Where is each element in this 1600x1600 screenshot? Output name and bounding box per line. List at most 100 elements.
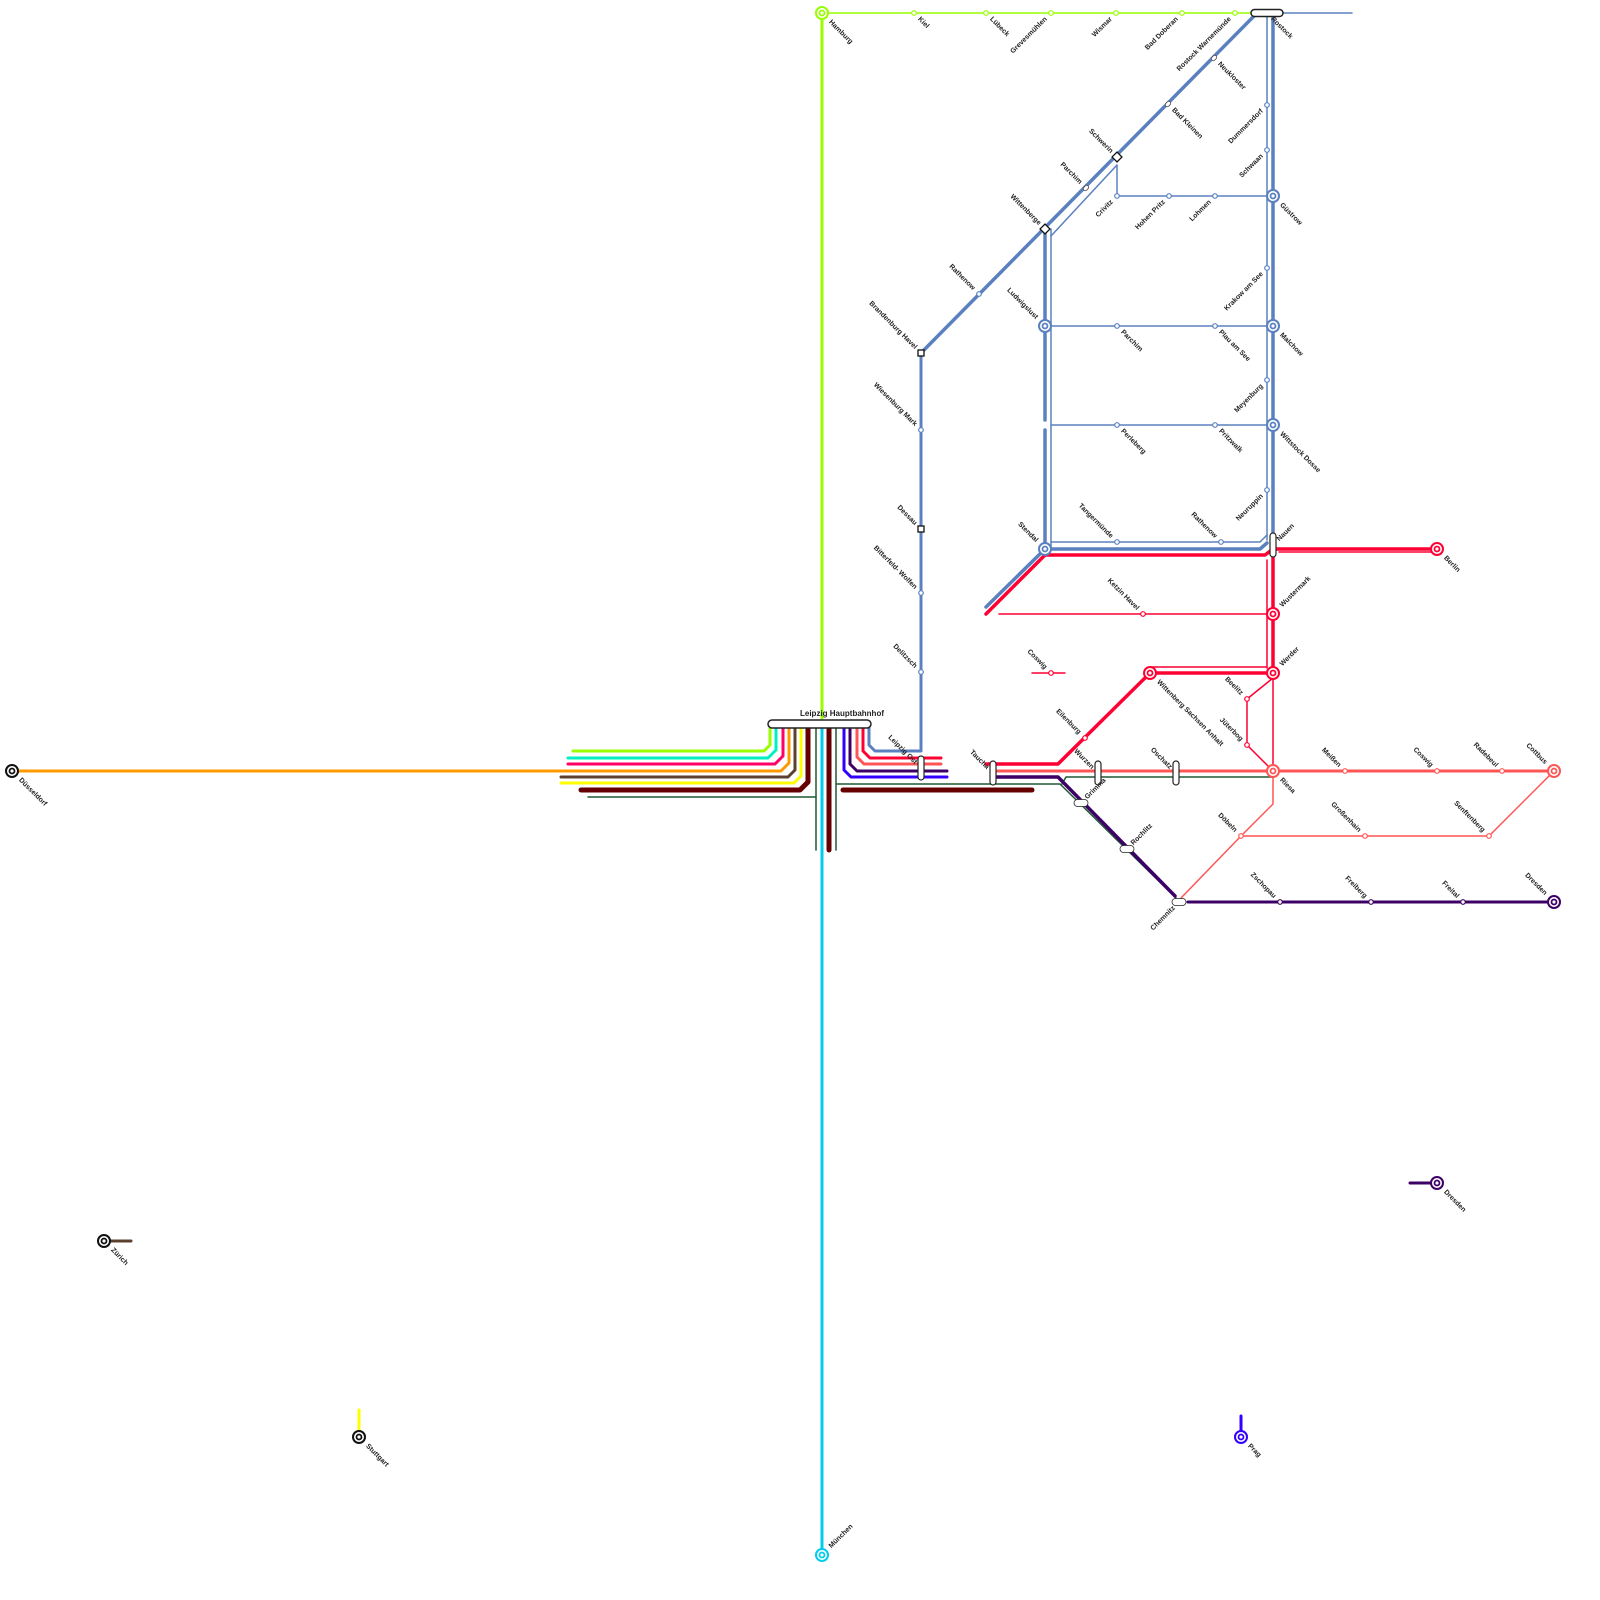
station[interactable]: Wismar <box>1091 10 1119 39</box>
station[interactable]: Lübeck <box>983 10 1011 39</box>
station[interactable]: Parchim <box>1114 323 1144 354</box>
station-marker[interactable] <box>1234 1430 1248 1444</box>
station-marker[interactable] <box>1244 742 1250 748</box>
station-marker[interactable] <box>1048 670 1054 676</box>
station-marker[interactable] <box>815 6 829 20</box>
station-marker[interactable] <box>1232 10 1238 16</box>
station-marker[interactable] <box>1342 768 1348 774</box>
station-marker[interactable] <box>1264 102 1270 108</box>
station-marker[interactable] <box>1164 100 1172 108</box>
station[interactable]: Coswig <box>1412 746 1440 774</box>
station-marker[interactable] <box>1048 10 1054 16</box>
station-marker[interactable] <box>815 1548 829 1562</box>
station-marker[interactable] <box>1094 760 1102 786</box>
station-marker[interactable] <box>1171 898 1187 906</box>
station-marker[interactable] <box>1166 193 1172 199</box>
station[interactable]: Ketzin Havel <box>1106 577 1146 617</box>
station-marker[interactable] <box>1547 764 1561 778</box>
station-marker[interactable] <box>1212 193 1218 199</box>
station[interactable]: Crivitz <box>1095 193 1120 219</box>
station-marker[interactable] <box>352 1430 366 1444</box>
station[interactable]: Wittstock Dosse <box>1266 418 1322 474</box>
station-marker[interactable] <box>1113 10 1119 16</box>
station[interactable]: Berlin <box>1430 542 1461 574</box>
station[interactable]: Grimma <box>1073 777 1108 807</box>
station-marker[interactable] <box>1038 542 1052 556</box>
station-marker[interactable] <box>918 669 924 675</box>
station-marker[interactable] <box>911 10 917 16</box>
station[interactable]: Dresden <box>1430 1176 1467 1214</box>
hub-station-marker[interactable] <box>767 719 872 729</box>
station-marker[interactable] <box>983 10 989 16</box>
station[interactable]: Prag <box>1234 1430 1262 1459</box>
station-marker[interactable] <box>1499 768 1505 774</box>
station-marker[interactable] <box>1269 532 1277 558</box>
station-marker[interactable] <box>918 590 924 596</box>
station[interactable]: Bad Doberan <box>1144 10 1185 52</box>
station-marker[interactable] <box>5 764 19 778</box>
station-marker[interactable] <box>1114 193 1120 199</box>
station[interactable]: Neuruppin <box>1235 487 1270 523</box>
station[interactable]: Schwerin <box>1087 128 1123 163</box>
station-marker[interactable] <box>1114 422 1120 428</box>
station[interactable]: Bad Kleinen <box>1164 100 1204 140</box>
station-marker[interactable] <box>1547 895 1561 909</box>
station[interactable]: Beelitz <box>1223 676 1250 702</box>
station[interactable]: Lohmen <box>1189 193 1218 223</box>
station-marker[interactable] <box>1250 8 1284 18</box>
station[interactable]: Dummersdorf <box>1227 102 1270 146</box>
station-marker[interactable] <box>1179 10 1185 16</box>
station-marker[interactable] <box>918 427 924 433</box>
station-marker[interactable] <box>1368 899 1374 905</box>
station[interactable]: Wittenberg Sachsen Anhalt <box>1143 666 1225 748</box>
station-marker[interactable] <box>1266 607 1280 621</box>
station[interactable]: Perleberg <box>1114 422 1147 456</box>
station-marker[interactable] <box>1266 764 1280 778</box>
station-marker[interactable] <box>1038 319 1052 333</box>
station-marker[interactable] <box>1111 151 1123 163</box>
station[interactable]: Brandenburg Havel <box>868 300 925 357</box>
station[interactable]: Rathenow <box>1190 511 1224 545</box>
station-marker[interactable] <box>1460 899 1466 905</box>
station-marker[interactable] <box>1362 833 1368 839</box>
station[interactable]: Schwaan <box>1238 147 1270 180</box>
station[interactable]: Wiesenburg Mark <box>872 382 924 433</box>
station-marker[interactable] <box>1244 696 1250 702</box>
station-marker[interactable] <box>1119 845 1135 853</box>
station-marker[interactable] <box>1140 611 1146 617</box>
station[interactable]: Rathenow <box>948 263 982 297</box>
station-marker[interactable] <box>1114 539 1120 545</box>
station[interactable]: Delitzsch <box>891 643 924 675</box>
station[interactable]: Pritzwalk <box>1212 422 1244 455</box>
station-marker[interactable] <box>1430 542 1444 556</box>
station-marker[interactable] <box>1264 147 1270 153</box>
station[interactable]: Stuttgart <box>352 1430 390 1469</box>
station[interactable]: Radebeul <box>1472 742 1505 774</box>
station[interactable]: Eilenburg <box>1054 708 1088 741</box>
station-marker[interactable] <box>1114 323 1120 329</box>
station-marker[interactable] <box>1210 54 1218 62</box>
station-marker[interactable] <box>1039 223 1051 235</box>
station-marker[interactable] <box>976 291 982 297</box>
station[interactable]: Meyenburg <box>1233 377 1270 415</box>
station[interactable]: Hohen Pritz <box>1134 193 1172 232</box>
station-marker[interactable] <box>1264 377 1270 383</box>
station[interactable]: Bitterfeld- Wolfen <box>872 545 924 596</box>
station-marker[interactable] <box>1073 799 1089 807</box>
station[interactable]: Wurzen <box>1072 748 1102 786</box>
station-marker[interactable] <box>1430 1176 1444 1190</box>
station-marker[interactable] <box>1143 666 1157 680</box>
station-marker[interactable] <box>1218 539 1224 545</box>
station-marker[interactable] <box>917 349 925 357</box>
station-marker[interactable] <box>917 755 925 781</box>
station-marker[interactable] <box>1277 899 1283 905</box>
station-marker[interactable] <box>1434 768 1440 774</box>
station[interactable]: Wittenberge <box>1009 193 1051 235</box>
station-marker[interactable] <box>917 525 925 533</box>
station-marker[interactable] <box>1238 833 1244 839</box>
station-marker[interactable] <box>1082 735 1088 741</box>
station[interactable]: Großenhain <box>1329 801 1368 839</box>
station[interactable]: Taucha <box>968 749 997 786</box>
station-marker[interactable] <box>1082 184 1090 192</box>
station-marker[interactable] <box>1172 760 1180 786</box>
